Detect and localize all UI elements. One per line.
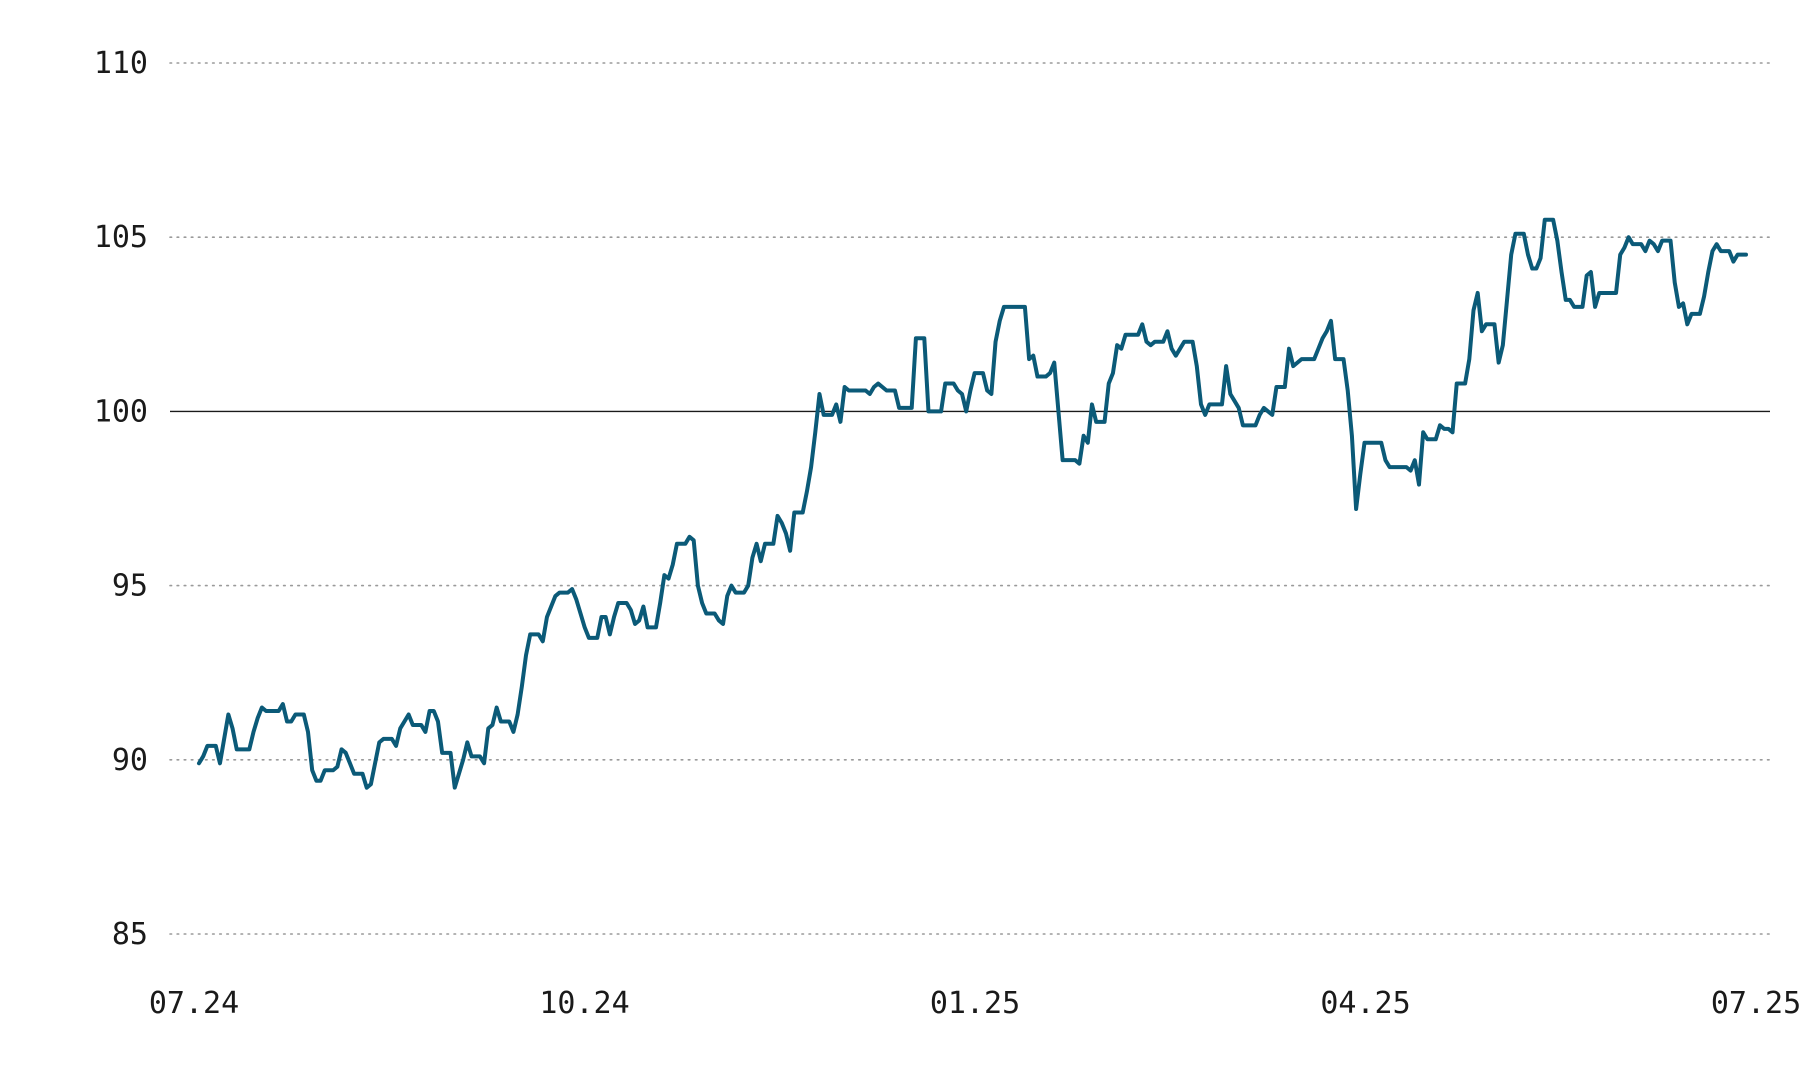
y-tick-label: 105	[94, 220, 148, 255]
y-tick-label: 90	[112, 743, 148, 778]
x-tick-label: 04.25	[1320, 986, 1410, 1021]
x-tick-label: 07.25	[1711, 986, 1800, 1021]
series-line	[197, 217, 1748, 790]
x-tick-label: 07.24	[149, 986, 239, 1021]
x-tick-label: 10.24	[539, 986, 629, 1021]
y-tick-label: 100	[94, 394, 148, 429]
x-axis: 07.24 10.24 01.25 04.25 07.25	[149, 986, 1800, 1021]
grid-layer	[169, 62, 1771, 935]
y-tick-label: 95	[112, 569, 148, 604]
y-tick-label: 110	[94, 46, 148, 81]
y-tick-label: 85	[112, 917, 148, 952]
x-tick-label: 01.25	[930, 986, 1020, 1021]
series-layer	[197, 217, 1748, 790]
y-axis: 85 90 95 100 105 110	[94, 46, 148, 952]
